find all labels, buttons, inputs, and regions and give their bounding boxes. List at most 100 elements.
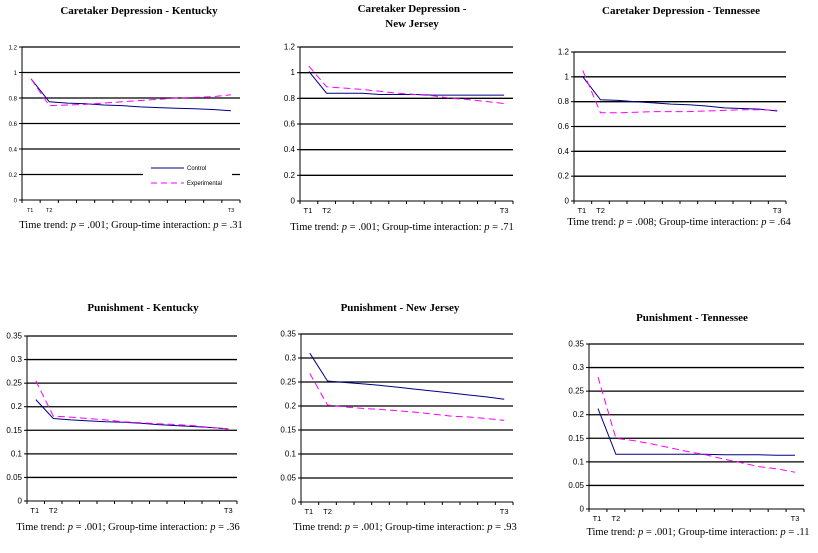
y-tick-label: 0.35 bbox=[568, 340, 584, 349]
y-tick-label: 0.3 bbox=[11, 355, 23, 364]
caption-part: ; Group-time interaction: bbox=[377, 222, 485, 233]
x-tick-label: T2 bbox=[611, 514, 620, 523]
y-tick-label: 0 bbox=[565, 197, 570, 206]
y-tick-label: 0.35 bbox=[6, 332, 22, 341]
y-tick-label: 1.2 bbox=[558, 48, 570, 57]
x-tick-label: T3 bbox=[773, 206, 782, 215]
x-tick-label: T2 bbox=[322, 206, 331, 215]
caption-part: .008 bbox=[635, 217, 653, 228]
caption-part: Time trend: bbox=[293, 522, 345, 533]
caption-part: ; Group-time interaction: bbox=[654, 217, 762, 228]
y-tick-label: 0.25 bbox=[6, 379, 22, 388]
caption-part: Time trend: bbox=[586, 527, 638, 538]
y-tick-label: 1.2 bbox=[9, 46, 18, 52]
caption-part: p bbox=[67, 522, 73, 533]
y-tick-label: 0.2 bbox=[573, 410, 585, 419]
y-tick-label: 0.6 bbox=[558, 122, 570, 131]
caption-part: .64 bbox=[778, 217, 792, 228]
caption-part: .11 bbox=[797, 527, 810, 538]
caption-part: .001 bbox=[87, 220, 105, 231]
caption-part: .001 bbox=[358, 222, 376, 233]
chart-title: Punishment - Kentucky bbox=[87, 302, 199, 314]
y-tick-label: 0.15 bbox=[6, 426, 22, 435]
caption-part: p bbox=[209, 522, 215, 533]
x-tick-label: T2 bbox=[46, 208, 52, 214]
chart-title-line: Punishment - Kentucky bbox=[87, 302, 199, 314]
stats-caption: Time trend: p = .001; Group-time interac… bbox=[16, 522, 239, 533]
series-line-experimental bbox=[35, 380, 229, 430]
caption-part: Time trend: bbox=[16, 522, 68, 533]
y-tick-label: 1 bbox=[291, 68, 296, 77]
chart-caretaker-depression-new-jersey: Caretaker Depression - New Jersey 0 0.2 0.4 0… bbox=[284, 3, 514, 233]
series-line-control bbox=[35, 399, 229, 430]
legend-label-control: Control bbox=[187, 166, 206, 172]
y-tick-label: 0.25 bbox=[568, 387, 584, 396]
chart-title-line: Caretaker Depression - Kentucky bbox=[60, 5, 218, 17]
y-tick-label: 0.2 bbox=[558, 172, 570, 181]
chart-title-line: Punishment - New Jersey bbox=[341, 302, 460, 314]
caption-part: = bbox=[218, 220, 229, 231]
caption-part: p bbox=[70, 220, 76, 231]
series-line-control bbox=[308, 71, 505, 96]
caption-part: .71 bbox=[501, 222, 514, 233]
x-tick-label: T3 bbox=[500, 507, 509, 516]
x-tick-label: T3 bbox=[224, 506, 233, 515]
caption-part: .001 bbox=[361, 522, 379, 533]
chart-title: Punishment - New Jersey bbox=[341, 302, 460, 314]
x-tick-label: T1 bbox=[30, 506, 39, 515]
y-tick-label: 0.8 bbox=[284, 94, 296, 103]
caption-part: .36 bbox=[227, 522, 240, 533]
y-tick-label: 0.4 bbox=[9, 148, 18, 154]
caption-part: p bbox=[344, 522, 350, 533]
caption-part: p bbox=[779, 527, 785, 538]
y-tick-label: 0.6 bbox=[284, 120, 296, 129]
caption-part: Time trend: bbox=[567, 217, 619, 228]
y-tick-label: 0.05 bbox=[6, 473, 22, 482]
caption-part: p bbox=[483, 222, 489, 233]
chart-punishment-tennessee: Punishment - Tennessee 0 0.05 0.1 0.15 0.2 0.2… bbox=[568, 312, 809, 538]
x-tick-label: T2 bbox=[323, 507, 332, 516]
y-tick-label: 0.05 bbox=[280, 474, 296, 483]
legend: Control Experimental bbox=[143, 160, 232, 190]
caption-part: .001 bbox=[84, 522, 102, 533]
y-tick-label: 0 bbox=[292, 498, 297, 507]
y-tick-label: 1 bbox=[14, 71, 18, 77]
x-tick-label: T1 bbox=[27, 208, 33, 214]
chart-title-line: Caretaker Depression - Tennessee bbox=[602, 5, 760, 17]
x-tick-label: T3 bbox=[791, 514, 800, 523]
caption-part: ; Group-time interaction: bbox=[106, 220, 214, 231]
x-tick-label: T2 bbox=[596, 206, 605, 215]
series-line-control bbox=[30, 78, 231, 112]
chart-caretaker-depression-kentucky: Caretaker Depression - Kentucky 0 0.2 0.4 0.… bbox=[9, 5, 243, 231]
chart-caretaker-depression-tennessee: Caretaker Depression - Tennessee 0 0.2 0.4 0… bbox=[558, 5, 792, 228]
legend-label-experimental: Experimental bbox=[187, 181, 222, 187]
y-tick-label: 0.6 bbox=[9, 122, 18, 128]
caption-part: ; Group-time interaction: bbox=[380, 522, 488, 533]
y-tick-label: 0.8 bbox=[9, 97, 18, 103]
y-tick-label: 0.4 bbox=[558, 147, 570, 156]
series-line-control bbox=[582, 76, 778, 112]
chart-title-line: Caretaker Depression - bbox=[358, 3, 467, 15]
y-tick-label: 0.2 bbox=[9, 173, 18, 179]
series-line-control bbox=[309, 352, 505, 400]
caption-part: = bbox=[492, 522, 503, 533]
caption-part: = bbox=[489, 222, 500, 233]
chart-title: Punishment - Tennessee bbox=[636, 312, 748, 324]
y-tick-label: 0 bbox=[291, 197, 296, 206]
caption-part: p bbox=[212, 220, 218, 231]
y-tick-label: 0.3 bbox=[573, 363, 585, 372]
x-tick-label: T1 bbox=[304, 507, 313, 516]
y-tick-label: 0.8 bbox=[558, 97, 570, 106]
y-tick-label: 0.35 bbox=[280, 330, 296, 339]
caption-part: Time trend: bbox=[290, 222, 342, 233]
caption-part: ; Group-time interaction: bbox=[673, 527, 781, 538]
y-tick-label: 0.05 bbox=[568, 481, 584, 490]
y-tick-label: 0.15 bbox=[280, 426, 296, 435]
chart-title: Caretaker Depression - New Jersey bbox=[358, 3, 467, 30]
caption-part: p bbox=[760, 217, 766, 228]
caption-part: = bbox=[766, 217, 777, 228]
stats-caption: Time trend: p = .008; Group-time interac… bbox=[567, 217, 791, 228]
y-tick-label: 0 bbox=[14, 199, 18, 205]
y-tick-label: 0.15 bbox=[568, 434, 584, 443]
